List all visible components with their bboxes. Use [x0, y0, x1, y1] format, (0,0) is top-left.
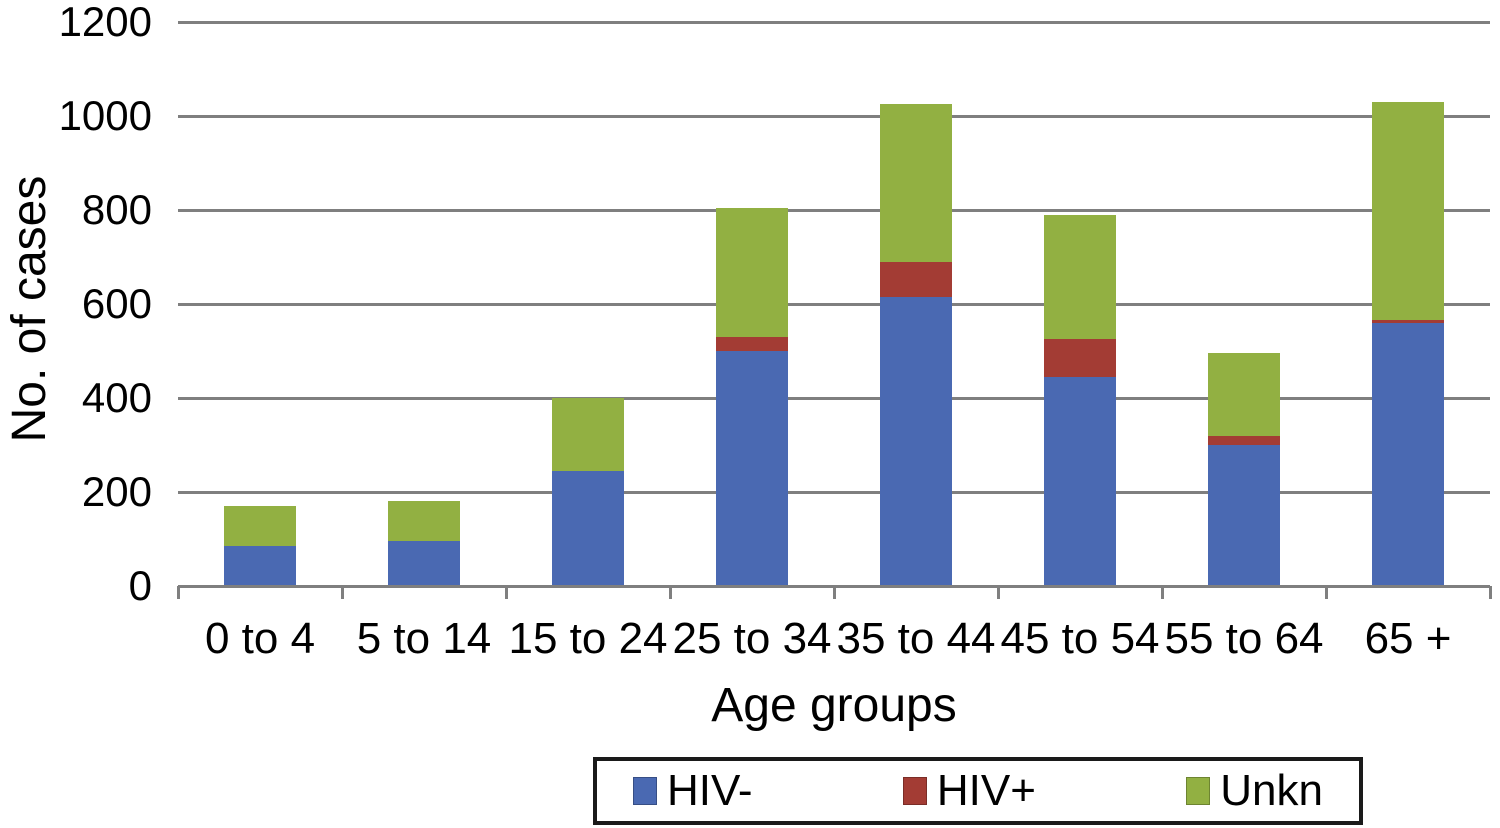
- x-axis-tick: [340, 586, 344, 599]
- legend-item-HIV-: HIV-: [633, 767, 753, 815]
- x-axis-tick: [668, 586, 672, 599]
- x-axis-tick: [832, 586, 836, 599]
- x-axis-tick: [504, 586, 508, 599]
- gridline-1000: [178, 114, 1490, 118]
- x-axis-tick: [1160, 586, 1164, 599]
- legend: HIV- HIV+ Unkn: [593, 757, 1363, 825]
- bar-segment-HIV--65-+: [1372, 322, 1444, 586]
- legend-swatch-icon: [1186, 777, 1211, 805]
- bar-segment-HIV+-45-to-54: [1044, 339, 1116, 377]
- x-axis-tick: [1324, 586, 1328, 599]
- x-tick-label-5-to-14: 5 to 14: [356, 614, 492, 663]
- bar-segment-Unkn-0-to-4: [224, 506, 296, 547]
- bar-segment-HIV+-25-to-34: [716, 336, 788, 351]
- bar-segment-HIV--25-to-34: [716, 351, 788, 586]
- gridline-0: [178, 584, 1490, 588]
- bar-segment-Unkn-25-to-34: [716, 207, 788, 337]
- bar-segment-HIV--5-to-14: [388, 541, 460, 586]
- gridline-200: [178, 490, 1490, 494]
- y-tick-label-600: 600: [81, 280, 152, 327]
- gridline-600: [178, 302, 1490, 306]
- legend-label: HIV+: [936, 766, 1036, 815]
- gridline-1200: [178, 20, 1490, 24]
- x-tick-label-25-to-34: 25 to 34: [672, 614, 832, 663]
- bar-segment-HIV+-65-+: [1372, 320, 1444, 323]
- bar-segment-HIV+-55-to-64: [1208, 435, 1280, 445]
- x-axis-tick: [176, 586, 180, 599]
- y-tick-label-800: 800: [81, 186, 152, 233]
- legend-label: Unkn: [1220, 766, 1323, 815]
- bar-segment-Unkn-35-to-44: [880, 104, 952, 262]
- x-tick-label-35-to-44: 35 to 44: [836, 614, 996, 663]
- y-tick-label-1000: 1000: [58, 92, 152, 139]
- bar-segment-Unkn-65-+: [1372, 101, 1444, 321]
- x-tick-label-65-+: 65 +: [1364, 614, 1452, 663]
- bar-segment-HIV--45-to-54: [1044, 376, 1116, 586]
- bar-segment-Unkn-45-to-54: [1044, 214, 1116, 340]
- x-axis-title: Age groups: [711, 679, 957, 732]
- legend-label: HIV-: [667, 766, 753, 815]
- gridline-800: [178, 208, 1490, 212]
- legend-swatch-icon: [633, 777, 657, 805]
- bar-segment-Unkn-5-to-14: [388, 501, 460, 542]
- y-tick-label-200: 200: [81, 468, 152, 515]
- x-axis-tick: [1488, 586, 1492, 599]
- x-axis-tick: [996, 586, 1000, 599]
- bar-segment-Unkn-55-to-64: [1208, 353, 1280, 436]
- y-tick-label-0: 0: [128, 562, 152, 609]
- bar-segment-HIV+-35-to-44: [880, 261, 952, 297]
- bar-segment-HIV--55-to-64: [1208, 445, 1280, 586]
- x-tick-label-55-to-64: 55 to 64: [1164, 614, 1324, 663]
- x-tick-label-15-to-24: 15 to 24: [508, 614, 668, 663]
- bar-segment-HIV--35-to-44: [880, 296, 952, 586]
- legend-swatch-icon: [902, 777, 927, 805]
- y-tick-label-400: 400: [81, 374, 152, 421]
- bar-segment-HIV--0-to-4: [224, 546, 296, 586]
- x-tick-label-45-to-54: 45 to 54: [1000, 614, 1160, 663]
- legend-item-Unkn: Unkn: [1186, 767, 1323, 815]
- y-tick-label-1200: 1200: [58, 0, 152, 45]
- x-tick-label-0-to-4: 0 to 4: [204, 614, 316, 663]
- plot-area: [176, 20, 1492, 599]
- bar-segment-Unkn-15-to-24: [552, 398, 624, 471]
- legend-item-HIV+: HIV+: [902, 766, 1036, 815]
- gridline-400: [178, 396, 1490, 400]
- bar-segment-HIV--15-to-24: [552, 470, 624, 586]
